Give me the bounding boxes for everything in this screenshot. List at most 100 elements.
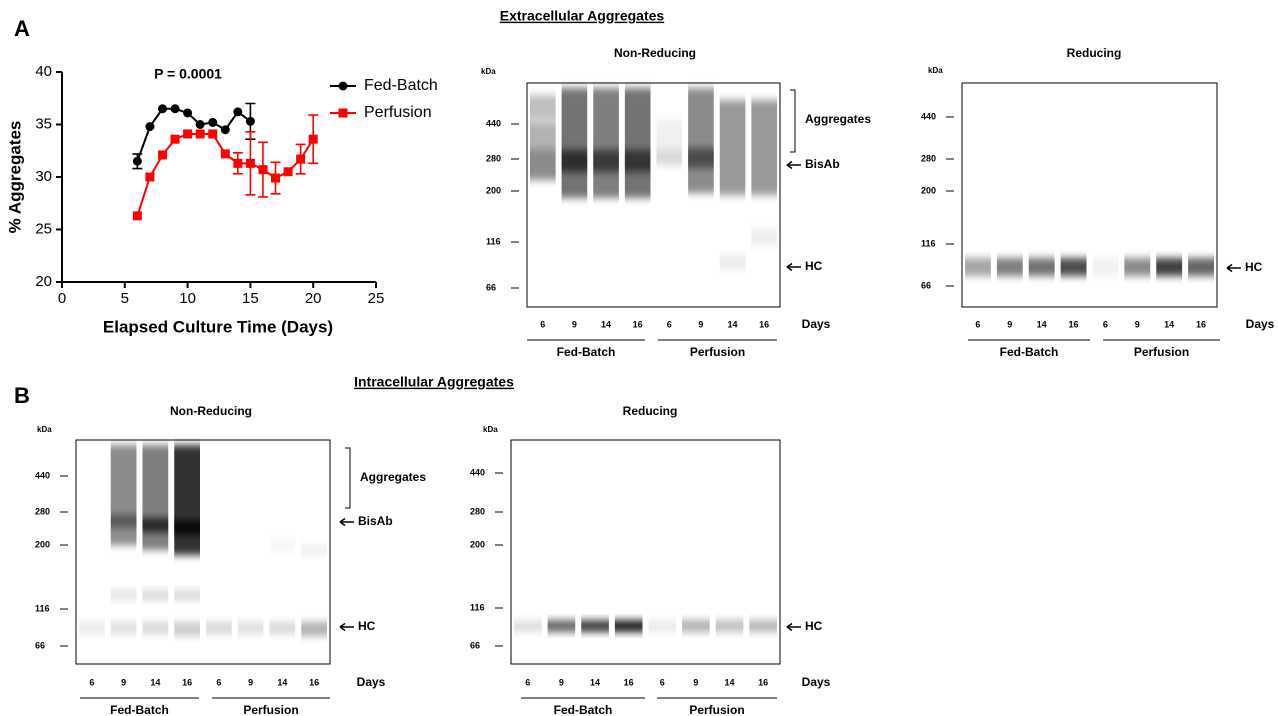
unit-label: kDa xyxy=(483,425,498,434)
data-point xyxy=(258,165,267,174)
lane-label: 6 xyxy=(1103,319,1108,329)
gel-band xyxy=(530,150,556,180)
lane-label: 9 xyxy=(121,677,126,687)
band-annotation: HC xyxy=(358,619,376,633)
gel-band xyxy=(530,122,556,152)
y-tick-label: 40 xyxy=(35,63,52,80)
data-point xyxy=(246,117,255,126)
gel-band xyxy=(174,445,200,555)
lanes-axis-label: Days xyxy=(1246,317,1275,331)
gel-band xyxy=(965,258,991,276)
data-point xyxy=(158,104,167,113)
lane-label: 14 xyxy=(1164,319,1174,329)
data-point xyxy=(233,107,242,116)
section-title: Intracellular Aggregates xyxy=(354,374,514,390)
gel-band xyxy=(749,620,777,632)
data-point xyxy=(183,129,192,138)
marker-label: 200 xyxy=(486,185,501,195)
marker-label: 440 xyxy=(921,111,936,121)
marker-label: 200 xyxy=(470,539,485,549)
data-point xyxy=(309,135,318,144)
lane-label: 6 xyxy=(216,677,221,687)
lane-label: 16 xyxy=(182,677,192,687)
group-label: Perfusion xyxy=(243,703,298,716)
gel-band xyxy=(238,622,264,634)
arrow xyxy=(1227,265,1241,272)
lane-label: 6 xyxy=(540,319,545,329)
gel-band xyxy=(1124,258,1150,276)
gel-band xyxy=(270,540,296,550)
y-tick-label: 35 xyxy=(35,115,52,132)
data-point xyxy=(284,167,293,176)
x-tick-label: 25 xyxy=(368,290,385,307)
gel-band xyxy=(593,150,619,172)
marker-label: 280 xyxy=(486,153,501,163)
legend-label: Perfusion xyxy=(364,104,432,121)
gel-band xyxy=(625,150,651,172)
lane-label: 14 xyxy=(590,677,600,687)
y-tick-label: 25 xyxy=(35,220,52,237)
group-label: Perfusion xyxy=(1134,345,1189,359)
data-point xyxy=(339,82,348,91)
group-label: Fed-Batch xyxy=(110,703,169,716)
group-label: Perfusion xyxy=(690,345,745,359)
lane-label: 9 xyxy=(693,677,698,687)
lane-label: 14 xyxy=(277,677,287,687)
gel-band xyxy=(716,620,744,632)
data-point xyxy=(145,122,154,131)
gel-band xyxy=(174,590,200,600)
gel-band xyxy=(174,622,200,636)
y-tick-label: 30 xyxy=(35,168,52,185)
gel-band xyxy=(111,515,137,527)
data-point xyxy=(171,104,180,113)
marker-label: 66 xyxy=(470,640,480,650)
marker-label: 116 xyxy=(486,236,501,246)
band-annotation: Aggregates xyxy=(360,470,426,484)
marker-label: 440 xyxy=(35,470,50,480)
gel-band xyxy=(562,150,588,172)
gel-band xyxy=(143,445,169,550)
figure: 20253035400510152025Elapsed Culture Time… xyxy=(0,0,1278,716)
marker-label: 116 xyxy=(921,238,936,248)
gel-band xyxy=(720,100,746,195)
gel-band xyxy=(143,518,169,532)
x-tick-label: 0 xyxy=(58,290,66,307)
marker-label: 440 xyxy=(486,118,501,128)
lane-label: 6 xyxy=(667,319,672,329)
group-label: Fed-Batch xyxy=(554,703,613,716)
lane-label: 16 xyxy=(309,677,319,687)
gel-band xyxy=(615,620,643,632)
gel-title: Reducing xyxy=(1067,46,1122,60)
arrow xyxy=(787,264,801,271)
data-point xyxy=(171,135,180,144)
lane-label: 14 xyxy=(728,319,738,329)
gel-band xyxy=(143,590,169,600)
arrow xyxy=(340,519,354,526)
gel-band xyxy=(657,150,683,165)
gel-band xyxy=(720,255,746,270)
band-annotation: Aggregates xyxy=(805,112,871,126)
gel-band xyxy=(143,622,169,634)
gel-band xyxy=(301,622,327,636)
data-point xyxy=(208,129,217,138)
gel-band xyxy=(206,622,232,634)
gel-band xyxy=(625,88,651,198)
gel-band xyxy=(688,88,714,193)
data-point xyxy=(183,108,192,117)
gel-band xyxy=(111,590,137,600)
lane-label: 14 xyxy=(601,319,611,329)
marker-label: 280 xyxy=(921,153,936,163)
lanes-axis-label: Days xyxy=(802,675,831,689)
lane-label: 6 xyxy=(89,677,94,687)
gel-band xyxy=(1188,258,1214,276)
gel-band xyxy=(593,88,619,198)
arrow xyxy=(787,624,801,631)
gel-title: Reducing xyxy=(623,404,678,418)
lane-label: 9 xyxy=(698,319,703,329)
lane-label: 16 xyxy=(758,677,768,687)
group-label: Fed-Batch xyxy=(557,345,616,359)
x-tick-label: 15 xyxy=(242,290,259,307)
x-tick-label: 10 xyxy=(179,290,196,307)
lane-label: 16 xyxy=(759,319,769,329)
lane-label: 14 xyxy=(725,677,735,687)
